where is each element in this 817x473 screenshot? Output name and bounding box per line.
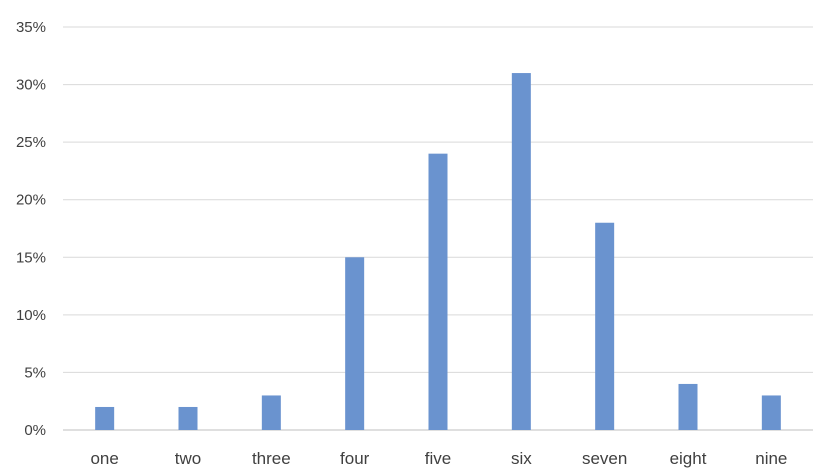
bar-two [178, 406, 198, 430]
y-axis-tick-labels: 0% 5% 10% 15% 20% 25% 30% 35% [16, 19, 46, 439]
x-tick-label-seven: seven [582, 449, 627, 468]
x-tick-label-five: five [425, 449, 451, 468]
y-tick-label: 35% [16, 19, 46, 36]
x-tick-label-nine: nine [755, 449, 787, 468]
x-tick-label-three: three [252, 449, 291, 468]
x-tick-label-four: four [340, 449, 370, 468]
y-tick-label: 20% [16, 192, 46, 209]
y-tick-label: 10% [16, 307, 46, 324]
y-tick-label: 15% [16, 249, 46, 266]
bar-six [511, 73, 531, 431]
bar-five [428, 153, 448, 430]
bars [95, 73, 781, 431]
x-tick-label-eight: eight [670, 449, 707, 468]
bar-seven [595, 222, 615, 430]
y-tick-label: 5% [24, 364, 46, 381]
bar-eight [678, 383, 698, 430]
x-axis-category-labels: one two three four five six seven eight nine [90, 449, 787, 468]
y-tick-label: 30% [16, 77, 46, 94]
x-tick-label-six: six [511, 449, 532, 468]
bar-nine [761, 395, 781, 430]
bar-one [95, 406, 115, 430]
x-tick-label-two: two [175, 449, 201, 468]
x-tick-label-one: one [90, 449, 118, 468]
bar-three [261, 395, 281, 430]
y-tick-label: 0% [24, 422, 46, 439]
bar-four [345, 257, 365, 430]
y-tick-label: 25% [16, 134, 46, 151]
